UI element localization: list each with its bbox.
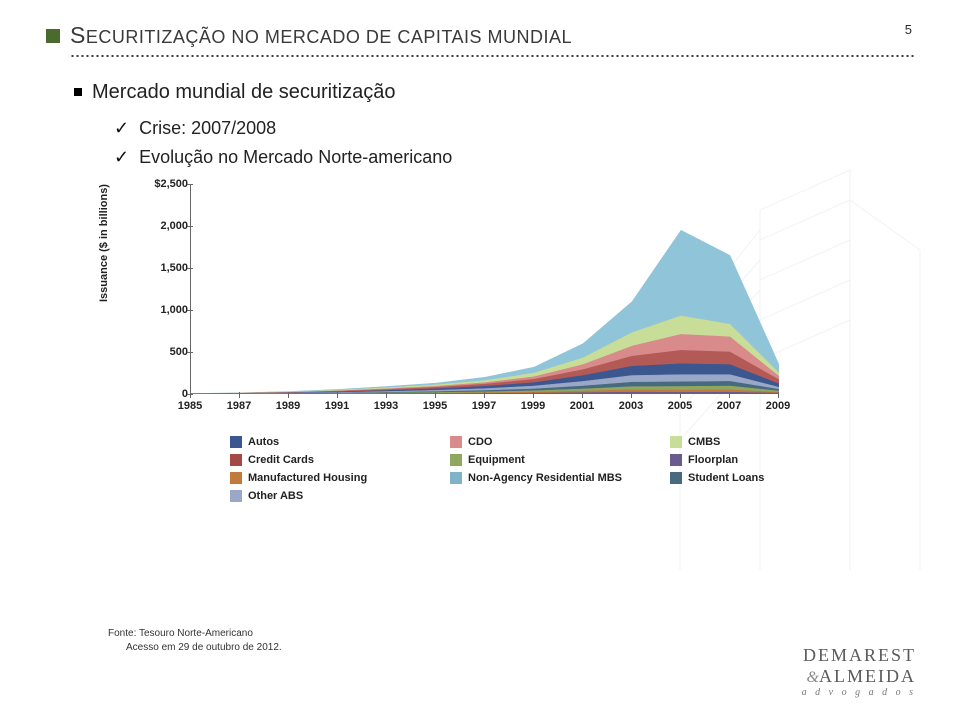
x-tick-label: 1989 [276,400,300,412]
legend-item: Manufactured Housing [230,472,440,484]
legend-label: Student Loans [688,472,764,484]
x-tick-mark [484,392,485,398]
legend-label: CDO [468,436,492,448]
x-tick-label: 1999 [521,400,545,412]
legend-label: Equipment [468,454,525,466]
y-tick-label: 0 [152,388,188,400]
x-tick-label: 2003 [619,400,643,412]
bullet-text: Mercado mundial de securitização [92,81,396,104]
legend-swatch-icon [230,472,242,484]
legend-label: CMBS [688,436,720,448]
x-tick-label: 1997 [472,400,496,412]
legend-swatch-icon [450,436,462,448]
legend-label: Manufactured Housing [248,472,367,484]
logo-amp-icon: & [807,669,819,686]
check-icon: ✓ [114,147,129,168]
check-item-1: ✓ Crise: 2007/2008 [114,118,914,139]
area-svg [191,184,779,394]
legend-item: CMBS [670,436,840,448]
x-tick-label: 2007 [717,400,741,412]
x-tick-mark [190,392,191,398]
legend-label: Autos [248,436,279,448]
x-tick-label: 2009 [766,400,790,412]
y-tick-label: 1,500 [152,262,188,274]
footnote: Fonte: Tesouro Norte-Americano Acesso em… [108,627,282,654]
y-tick-mark [187,184,193,185]
legend-swatch-icon [230,454,242,466]
legend-item: Floorplan [670,454,840,466]
chart-plot-area [190,184,778,394]
y-tick-label: 500 [152,346,188,358]
footnote-line-2: Acesso em 29 de outubro de 2012. [126,641,282,655]
legend-label: Floorplan [688,454,738,466]
x-tick-label: 2005 [668,400,692,412]
legend-label: Non-Agency Residential MBS [468,472,622,484]
title-marker [46,29,60,43]
y-tick-mark [187,226,193,227]
x-tick-mark [533,392,534,398]
chart: Issuance ($ in billions) 05001,0001,5002… [138,178,798,502]
check-item-2: ✓ Evolução no Mercado Norte-americano [114,147,914,168]
y-tick-label: $2,500 [152,178,188,190]
check-icon: ✓ [114,118,129,139]
legend-swatch-icon [670,472,682,484]
check-text-2: Evolução no Mercado Norte-americano [139,147,452,168]
y-tick-mark [187,352,193,353]
x-tick-label: 1991 [325,400,349,412]
y-tick-label: 2,000 [152,220,188,232]
legend-label: Credit Cards [248,454,314,466]
chart-legend: Autos CDO CMBS Credit Cards Equipment Floorpl… [230,436,798,502]
x-tick-mark [288,392,289,398]
logo-line-1: DEMAREST [802,645,916,666]
legend-item: CDO [450,436,660,448]
y-axis-label: Issuance ($ in billions) [98,184,110,302]
x-tick-mark [337,392,338,398]
x-tick-mark [386,392,387,398]
x-tick-label: 1987 [227,400,251,412]
legend-item: Non-Agency Residential MBS [450,472,660,484]
legend-item: Credit Cards [230,454,440,466]
x-tick-label: 1985 [178,400,202,412]
title-rest: ECURITIZAÇÃO NO MERCADO DE CAPITAIS MUND… [86,27,572,47]
legend-swatch-icon [450,454,462,466]
legend-swatch-icon [670,454,682,466]
x-tick-mark [729,392,730,398]
square-bullet-icon [74,88,82,96]
x-tick-mark [778,392,779,398]
x-tick-label: 1995 [423,400,447,412]
legend-swatch-icon [670,436,682,448]
footnote-line-1: Fonte: Tesouro Norte-Americano [108,627,282,641]
title-underline [70,55,914,57]
legend-item: Student Loans [670,472,840,484]
firm-logo: DEMAREST &ALMEIDA a d v o g a d o s [802,645,916,698]
x-tick-mark [680,392,681,398]
y-tick-mark [187,268,193,269]
legend-item: Autos [230,436,440,448]
page-title: SECURITIZAÇÃO NO MERCADO DE CAPITAIS MUN… [70,22,572,49]
x-tick-mark [239,392,240,398]
legend-swatch-icon [230,436,242,448]
legend-swatch-icon [230,490,242,502]
logo-sub: a d v o g a d o s [802,687,916,698]
check-text-1: Crise: 2007/2008 [139,118,276,139]
x-tick-mark [582,392,583,398]
legend-label: Other ABS [248,490,303,502]
x-tick-mark [435,392,436,398]
title-big: S [70,22,86,48]
y-tick-label: 1,000 [152,304,188,316]
bullet-row: Mercado mundial de securitização [74,81,914,104]
check-list: ✓ Crise: 2007/2008 ✓ Evolução no Mercado… [114,118,914,168]
legend-item: Equipment [450,454,660,466]
x-tick-mark [631,392,632,398]
page-number: 5 [905,22,912,37]
logo-line-2: ALMEIDA [819,666,916,686]
y-tick-mark [187,310,193,311]
legend-swatch-icon [450,472,462,484]
x-tick-label: 2001 [570,400,594,412]
legend-item: Other ABS [230,490,440,502]
x-tick-label: 1993 [374,400,398,412]
